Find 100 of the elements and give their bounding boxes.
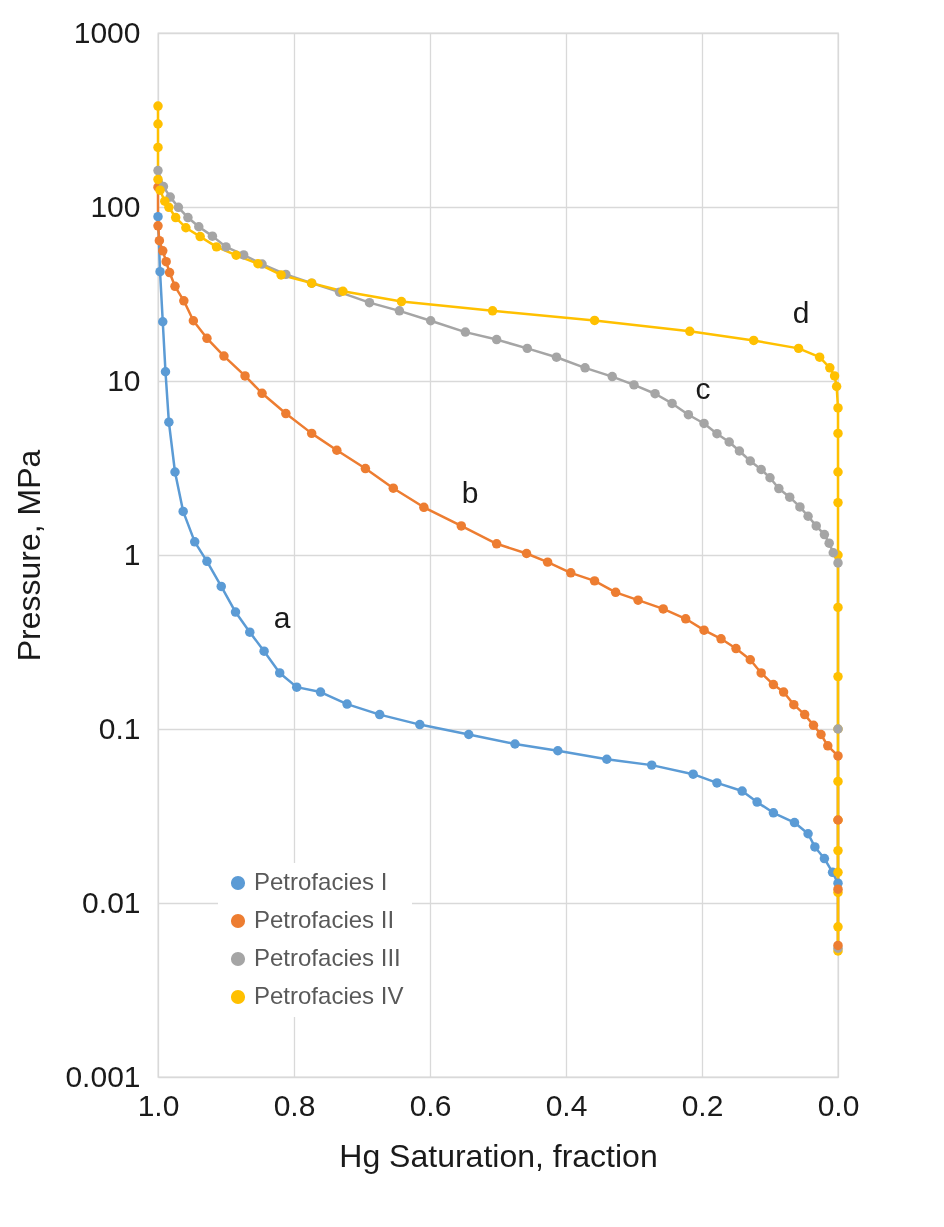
point: [332, 445, 342, 455]
point: [202, 333, 212, 344]
point: [712, 778, 722, 788]
point: [164, 417, 174, 427]
point: [153, 119, 163, 129]
point: [164, 267, 175, 278]
point: [748, 335, 759, 346]
point: [464, 729, 474, 740]
point: [281, 408, 291, 419]
point: [768, 808, 779, 818]
x-tick-label: 0.8: [273, 1088, 316, 1122]
y-tick-label: 0.01: [82, 885, 141, 919]
point: [833, 751, 843, 761]
point: [155, 266, 165, 277]
point: [158, 246, 168, 256]
point: [374, 709, 385, 720]
point: [833, 602, 843, 613]
point: [161, 256, 171, 267]
point: [712, 428, 722, 439]
point: [778, 687, 789, 697]
legend-label: Petrofacies II: [254, 906, 395, 933]
point: [179, 296, 189, 306]
annotation: a: [273, 601, 291, 634]
x-axis-title: Hg Saturation, fraction: [339, 1137, 658, 1174]
point: [811, 521, 821, 531]
point: [825, 363, 835, 373]
point: [774, 483, 784, 494]
point: [667, 398, 677, 409]
point: [360, 463, 371, 474]
point: [153, 174, 163, 185]
annotation: d: [792, 296, 810, 329]
point: [173, 202, 184, 213]
point: [816, 729, 826, 740]
point: [158, 317, 168, 327]
point: [491, 539, 502, 549]
point: [789, 699, 799, 710]
point: [699, 418, 709, 429]
point: [799, 709, 810, 720]
point: [259, 646, 269, 656]
y-tick-label: 10: [107, 363, 141, 397]
point: [306, 428, 317, 439]
point: [364, 297, 375, 308]
point: [207, 231, 218, 241]
point: [819, 529, 830, 540]
point: [607, 371, 617, 382]
point: [487, 306, 498, 316]
x-tick-label: 0.4: [545, 1088, 588, 1122]
point: [824, 538, 834, 548]
point: [828, 548, 838, 558]
point: [833, 884, 843, 894]
point: [829, 371, 840, 381]
point: [230, 607, 241, 617]
point: [589, 315, 600, 326]
point: [553, 746, 563, 756]
point: [153, 142, 163, 153]
point: [160, 367, 171, 377]
x-tick-label: 0.6: [409, 1088, 452, 1122]
y-tick-label: 1000: [73, 15, 141, 49]
point: [342, 699, 352, 709]
point: [683, 409, 694, 420]
point: [724, 437, 734, 447]
point: [629, 380, 639, 390]
point: [833, 403, 843, 413]
point: [833, 776, 843, 787]
point: [257, 388, 267, 399]
point: [745, 456, 756, 466]
point: [253, 259, 263, 269]
point: [833, 671, 843, 682]
point: [752, 797, 762, 807]
point: [425, 316, 436, 326]
point: [803, 511, 813, 521]
point: [680, 614, 691, 624]
point: [189, 537, 200, 547]
x-tick-label: 0.2: [681, 1088, 724, 1122]
point: [240, 371, 250, 381]
y-tick-label: 100: [90, 189, 141, 223]
point: [388, 483, 399, 493]
point: [170, 281, 180, 292]
point: [315, 687, 326, 697]
point: [833, 467, 843, 477]
annotation: c: [695, 372, 711, 405]
point: [274, 668, 285, 678]
y-axis-title: Pressure, MPa: [11, 449, 48, 662]
point: [521, 548, 532, 559]
point: [566, 568, 576, 578]
point: [231, 250, 241, 260]
point: [716, 634, 726, 644]
point: [810, 842, 820, 852]
point: [610, 587, 621, 598]
point: [803, 829, 813, 839]
point: [589, 576, 600, 586]
point: [219, 351, 229, 361]
point: [491, 334, 502, 345]
point: [456, 521, 467, 531]
point: [646, 760, 657, 770]
point: [245, 627, 255, 637]
y-tick-label: 1: [123, 537, 141, 571]
point: [153, 101, 163, 111]
point: [833, 558, 843, 568]
point: [170, 212, 181, 223]
